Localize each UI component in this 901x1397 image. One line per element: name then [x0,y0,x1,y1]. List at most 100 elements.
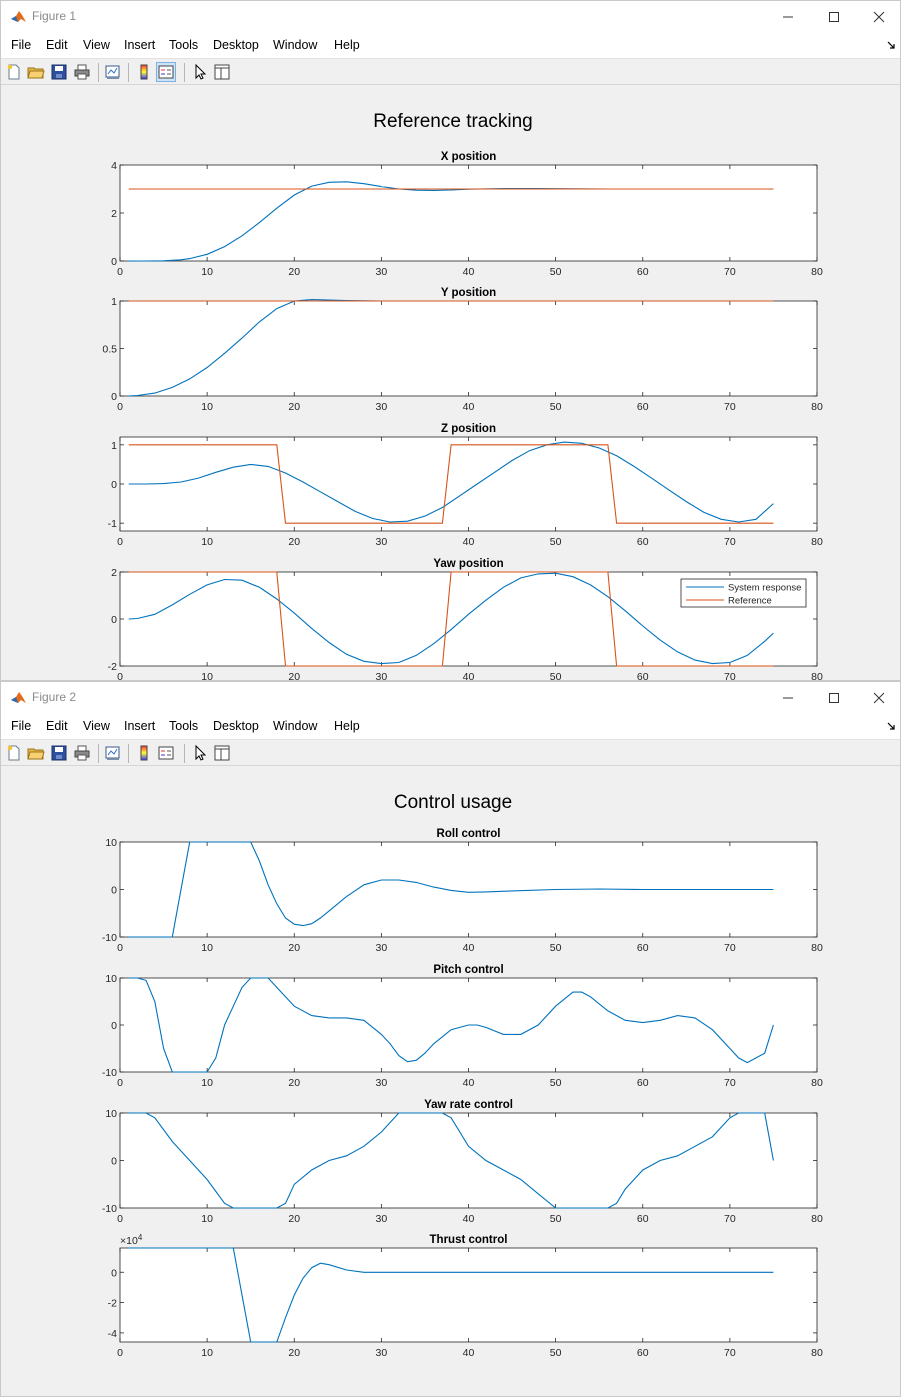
save-icon[interactable] [50,744,68,762]
dock-arrow-icon[interactable] [887,722,895,730]
link-plot-icon[interactable] [104,744,122,762]
menu-insert[interactable]: Insert [124,38,156,52]
link-plot-icon[interactable] [104,63,122,81]
menu-file[interactable]: File [11,719,32,733]
x-tick-label: 20 [288,401,300,413]
axes-y-position[interactable]: Y position 0 10 20 30 40 50 60 70 80 0 0.5 1 [102,287,823,413]
y-tick-label: 1 [111,440,117,452]
y-tick-label: 1 [111,296,117,308]
colorbar-icon[interactable] [135,63,153,81]
plot-area [119,1112,818,1209]
pointer-icon[interactable] [191,63,209,81]
menu-window[interactable]: Window [273,38,318,52]
print-icon[interactable] [73,63,91,81]
minimize-button[interactable] [765,1,811,33]
minimize-icon [783,16,793,18]
axes-title: X position [441,151,497,163]
maximize-icon [829,693,839,703]
maximize-icon [829,12,839,22]
property-editor-icon[interactable] [213,744,231,762]
x-tick-label: 70 [724,1213,736,1225]
toolbar-separator [184,63,185,82]
x-tick-label: 70 [724,536,736,548]
toolbar-separator [98,63,99,82]
x-tick-label: 40 [463,942,475,954]
figure-canvas: Control usage Roll control 0 10 20 30 40 50 60 70… [2,766,899,1396]
menu-tools[interactable]: Tools [169,38,199,52]
menu-help[interactable]: Help [334,38,360,52]
maximize-button[interactable] [811,1,857,33]
close-button[interactable] [856,682,900,714]
legend-entry: System response [728,583,801,594]
x-tick-label: 50 [550,671,562,681]
axes-thrust-control[interactable]: Thrust control 0 10 20 30 40 50 60 70 80 -4 -2 0 ×104 [108,1233,823,1359]
reference-line [128,571,774,667]
x-tick-label: 50 [550,1347,562,1359]
menu-tools[interactable]: Tools [169,719,199,733]
x-tick-label: 50 [550,942,562,954]
x-tick-label: 40 [463,671,475,681]
x-tick-label: 40 [463,536,475,548]
open-file-icon[interactable] [27,744,45,762]
x-tick-label: 0 [117,1077,123,1089]
title-bar[interactable]: Figure 1 [1,1,900,33]
menu-help[interactable]: Help [334,719,360,733]
x-tick-label: 0 [117,401,123,413]
menu-desktop[interactable]: Desktop [213,38,259,52]
new-figure-icon[interactable] [5,63,23,81]
x-tick-label: 0 [117,1347,123,1359]
title-bar[interactable]: Figure 2 [1,682,900,714]
x-tick-label: 70 [724,1347,736,1359]
maximize-button[interactable] [811,682,857,714]
print-icon[interactable] [73,744,91,762]
x-tick-label: 60 [637,536,649,548]
x-tick-label: 20 [288,536,300,548]
menu-insert[interactable]: Insert [124,719,156,733]
close-button[interactable] [856,1,900,33]
plot-area [119,300,818,397]
dock-arrow-icon[interactable] [887,41,895,49]
x-tick-label: 80 [811,1347,823,1359]
y-tick-label: -1 [108,518,117,530]
axes-x-position[interactable]: X position 0 10 20 30 40 50 60 70 80 0 2 4 [111,151,823,278]
y-tick-label: 0 [111,391,117,403]
x-tick-label: 80 [811,942,823,954]
legend-icon[interactable] [157,744,175,762]
colorbar-icon[interactable] [135,744,153,762]
x-tick-label: 30 [376,536,388,548]
legend[interactable]: System response Reference [680,578,807,608]
y-tick-label: -10 [102,1067,117,1079]
legend-icon[interactable] [156,62,176,82]
pointer-icon[interactable] [191,744,209,762]
menu-window[interactable]: Window [273,719,318,733]
x-tick-label: 20 [288,266,300,278]
figure-1-window: Figure 1 File Edit View Insert Tools Des… [0,0,901,681]
menu-edit[interactable]: Edit [46,38,68,52]
x-tick-label: 80 [811,401,823,413]
x-tick-label: 40 [463,1077,475,1089]
new-figure-icon[interactable] [5,744,23,762]
system-response-line [128,441,774,523]
menu-edit[interactable]: Edit [46,719,68,733]
open-file-icon[interactable] [27,63,45,81]
x-tick-label: 20 [288,1213,300,1225]
x-tick-label: 60 [637,942,649,954]
property-editor-icon[interactable] [213,63,231,81]
menu-desktop[interactable]: Desktop [213,719,259,733]
axes-title: Pitch control [433,964,503,976]
minimize-button[interactable] [765,682,811,714]
x-tick-label: 20 [288,942,300,954]
y-tick-label: -4 [108,1328,117,1340]
menu-view[interactable]: View [83,38,110,52]
menu-view[interactable]: View [83,719,110,733]
menu-file[interactable]: File [11,38,32,52]
save-icon[interactable] [50,63,68,81]
y-tick-label: 0 [111,1267,117,1279]
x-tick-label: 10 [201,671,213,681]
